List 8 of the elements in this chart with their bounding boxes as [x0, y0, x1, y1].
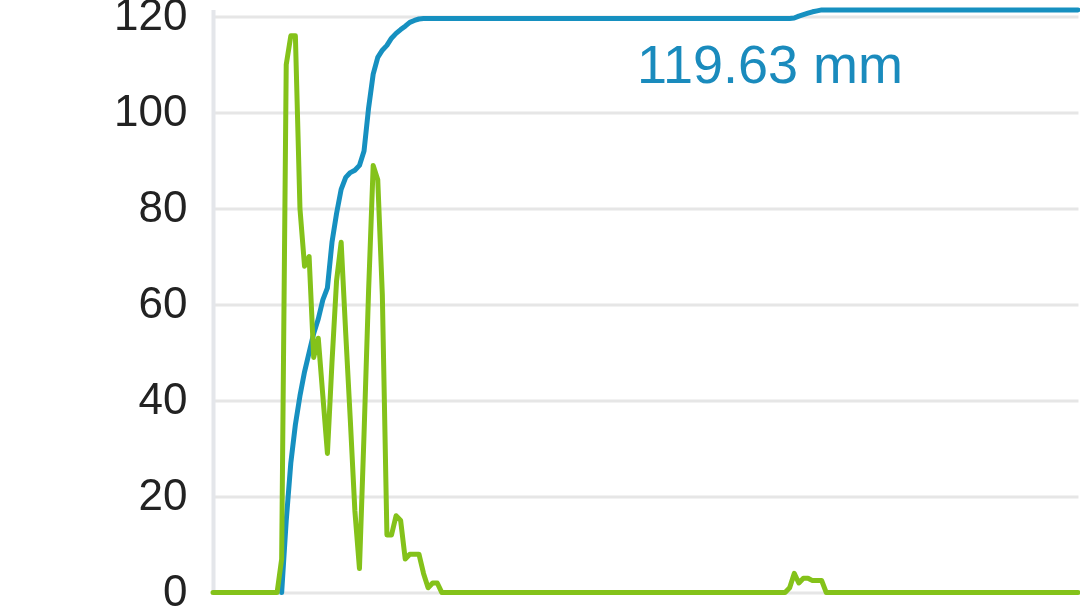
y-tick-label: 20 [138, 470, 188, 520]
y-tick-label: 40 [138, 374, 188, 424]
y-tick-label: 120 [114, 0, 188, 40]
annotation: 119.63 mm [636, 34, 904, 95]
y-tick-label: 100 [114, 86, 188, 136]
y-tick-label: 80 [138, 182, 188, 232]
y-tick-label: 0 [163, 566, 188, 608]
y-tick-label: 60 [138, 278, 188, 328]
